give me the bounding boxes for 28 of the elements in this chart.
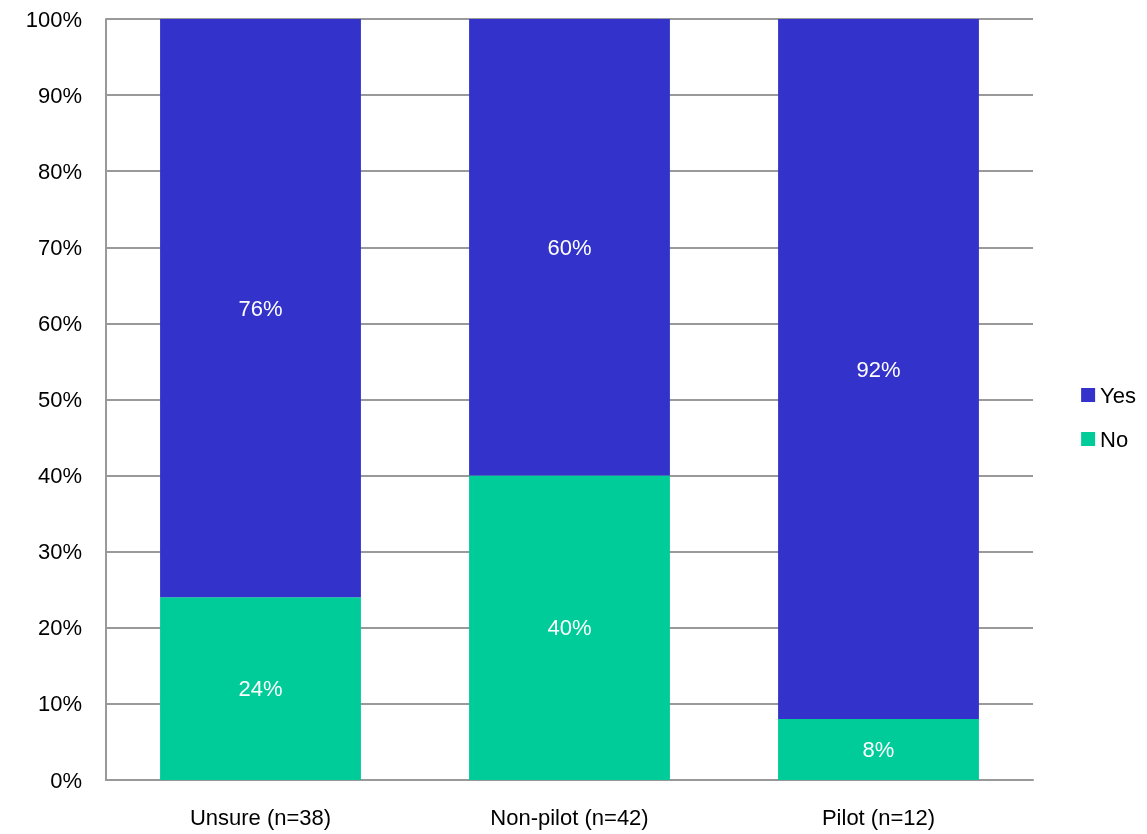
y-tick-label: 100% <box>25 6 82 32</box>
y-tick-label: 90% <box>37 82 82 108</box>
x-tick-label: Pilot (n=12) <box>821 804 936 830</box>
bar <box>469 475 670 780</box>
bar <box>778 719 979 780</box>
data-label: 24% <box>238 676 283 702</box>
legend-label: No <box>1100 426 1129 452</box>
y-tick-label: 50% <box>37 387 82 412</box>
bar <box>160 597 361 780</box>
bar <box>160 19 361 598</box>
y-tick-label: 30% <box>37 539 82 565</box>
bar <box>778 19 979 720</box>
y-tick-label: 0% <box>50 767 82 793</box>
y-tick-label: 60% <box>37 310 82 336</box>
y-tick-label: 40% <box>37 463 82 489</box>
data-label: 92% <box>856 356 901 382</box>
data-label: 60% <box>547 234 592 260</box>
y-tick-label: 80% <box>37 158 82 184</box>
y-tick-label: 10% <box>37 691 82 717</box>
x-tick-label: Unsure (n=38) <box>189 804 332 830</box>
y-tick-label: 20% <box>37 615 82 641</box>
data-label: 40% <box>547 615 592 641</box>
y-tick-label: 70% <box>37 234 82 260</box>
bar <box>469 19 670 476</box>
data-label: 8% <box>862 737 895 763</box>
data-label: 76% <box>238 295 283 321</box>
legend-label: Yes <box>1100 382 1136 408</box>
x-tick-label: Non-pilot (n=42) <box>490 804 649 830</box>
